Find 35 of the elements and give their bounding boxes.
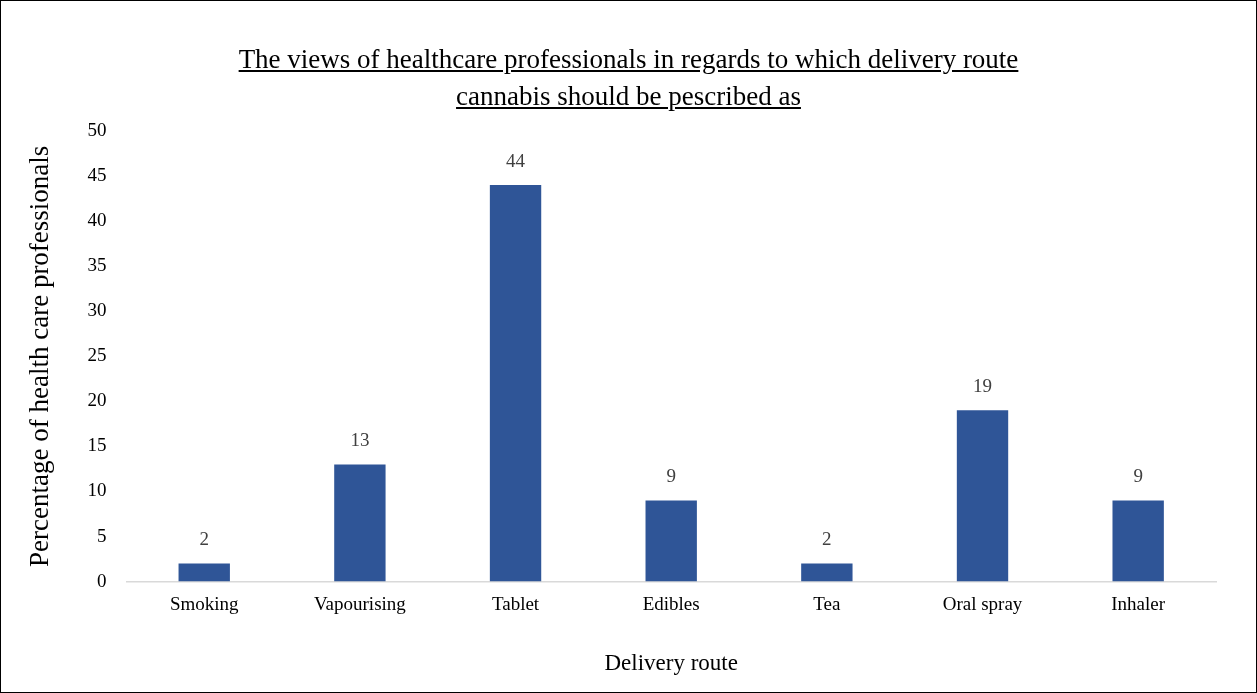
- data-label: 2: [822, 528, 832, 550]
- bar: [334, 464, 386, 582]
- y-tick-label: 15: [87, 434, 107, 456]
- x-tick-label: Vapourising: [313, 592, 407, 614]
- y-tick-label: 25: [87, 344, 107, 366]
- bar: [956, 410, 1009, 582]
- x-tick-label: Inhaler: [1111, 592, 1166, 614]
- x-tick-label: Tea: [813, 592, 841, 614]
- y-tick-label: 35: [87, 254, 107, 276]
- x-tick-label: Edibles: [642, 592, 700, 614]
- y-tick-label: 45: [87, 164, 107, 186]
- y-tick-label: 0: [96, 569, 107, 591]
- chart-title: The views of healthcare professionals in regards to which delivery route cannabis should be pescribed as: [237, 43, 1020, 113]
- bar: [178, 563, 230, 582]
- y-axis-title: Percentage of health care professionals: [24, 145, 55, 567]
- y-tick-label: 30: [87, 299, 107, 321]
- data-label: 13: [350, 428, 370, 450]
- x-tick-label: Smoking: [169, 592, 240, 614]
- y-tick-label: 50: [87, 118, 107, 140]
- data-label: 9: [666, 464, 676, 486]
- y-tick-label: 20: [87, 389, 107, 411]
- y-tick-label: 5: [96, 524, 107, 546]
- x-tick-label: Oral spray: [942, 592, 1023, 614]
- bar: [645, 500, 697, 582]
- bar: [801, 563, 853, 582]
- y-tick-label: 40: [87, 209, 107, 231]
- data-label: 44: [506, 149, 526, 171]
- x-axis-title: Delivery route: [604, 650, 738, 676]
- data-label: 2: [199, 528, 209, 550]
- bar: [1112, 500, 1164, 582]
- data-label: 9: [1133, 464, 1143, 486]
- y-tick-label: 10: [87, 479, 107, 501]
- x-tick-label: Tablet: [491, 592, 540, 614]
- data-label: 19: [973, 374, 993, 396]
- bar: [489, 185, 542, 582]
